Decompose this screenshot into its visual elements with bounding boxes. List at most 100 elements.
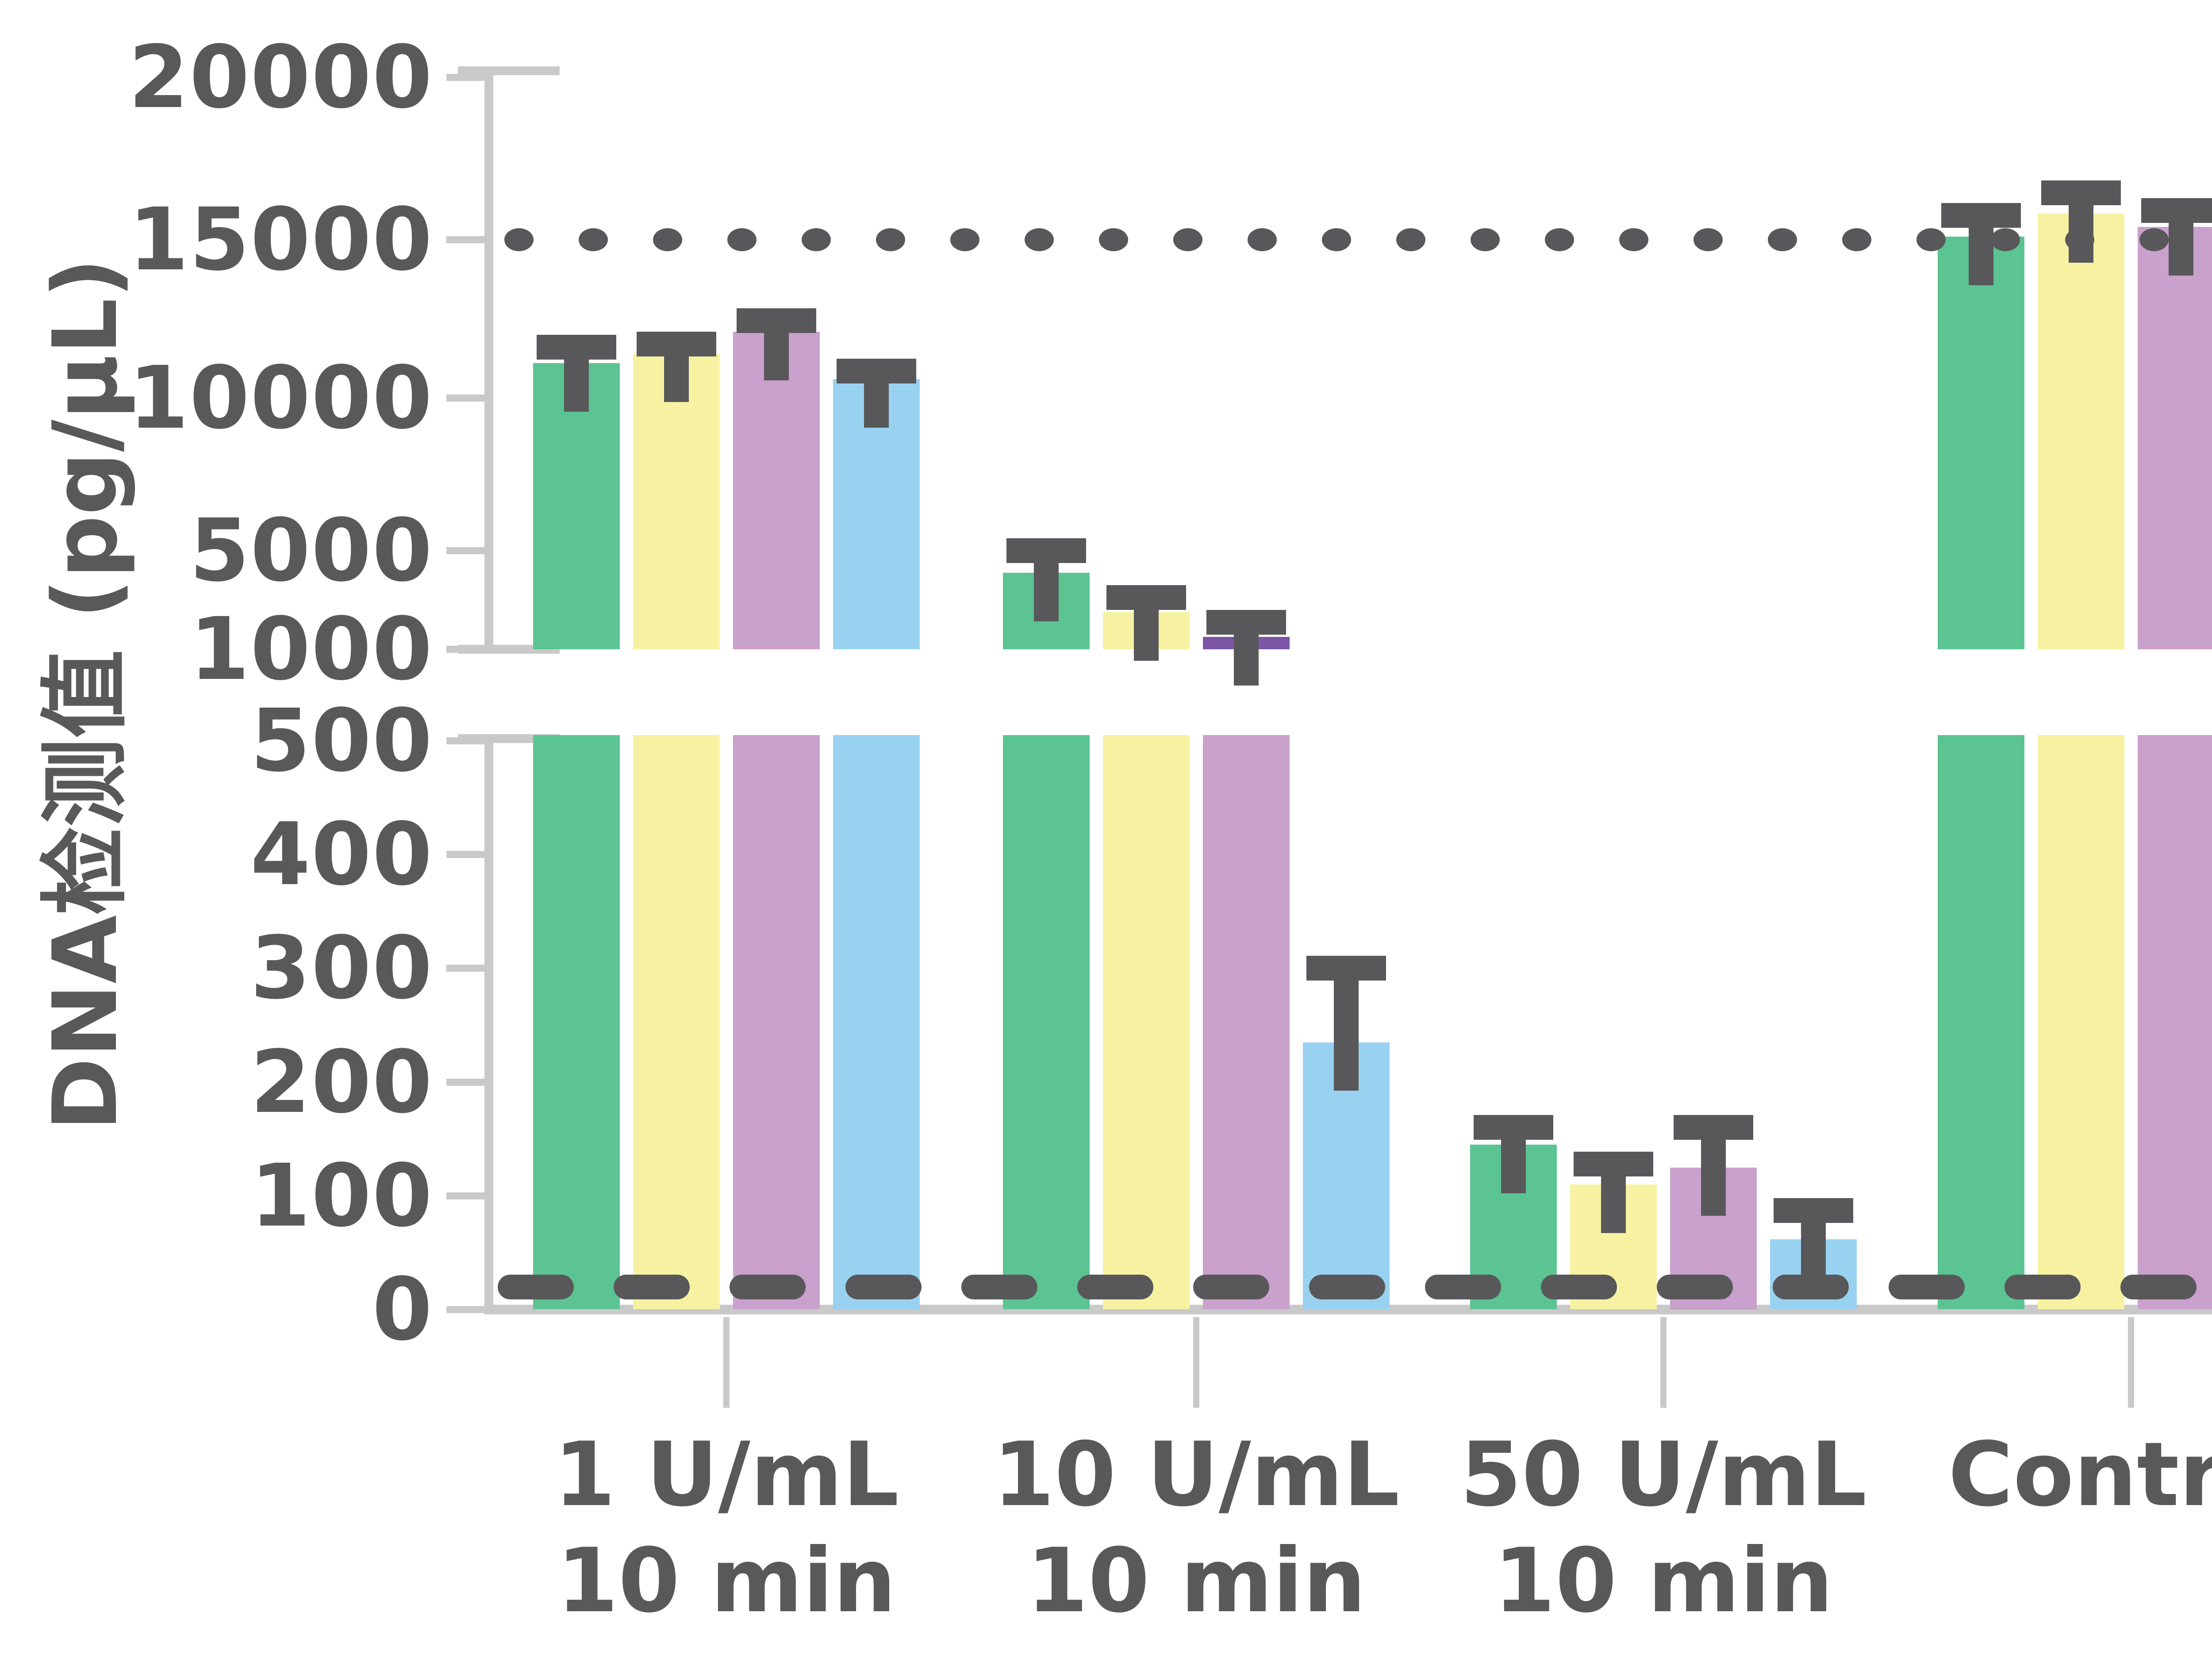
dashed-reference-dash: [730, 1275, 806, 1299]
dashed-reference-dash: [1657, 1275, 1733, 1299]
y-tick-label: 400: [250, 804, 433, 904]
x-tick: [723, 1317, 730, 1408]
y-tick-label: 500: [250, 690, 433, 791]
y-tick-label: 10000: [128, 348, 433, 448]
dotted-reference-dot: [950, 228, 979, 251]
dotted-reference-dot: [1545, 228, 1574, 251]
bar-segment-bottom: [1103, 735, 1190, 1309]
y-tick-label: 1000: [189, 599, 433, 699]
dotted-reference-dot: [2065, 228, 2094, 251]
x-category-label-line2: 10 min: [1026, 1529, 1366, 1632]
dotted-reference-dot: [1322, 228, 1351, 251]
error-bar-cap: [2141, 198, 2212, 223]
y-tick: [446, 1192, 484, 1199]
x-category-label-line1: 10 U/mL: [993, 1423, 1400, 1526]
y-tick: [446, 547, 484, 554]
bar-segment-bottom: [733, 735, 820, 1309]
y-tick: [446, 1306, 484, 1313]
y-axis-spine-top: [484, 66, 493, 654]
bar-segment-bottom: [533, 735, 620, 1309]
y-tick: [446, 965, 484, 972]
dotted-reference-dot: [1396, 228, 1425, 251]
bar-segment-bottom: [2138, 735, 2212, 1309]
dashed-reference-dash: [1773, 1275, 1849, 1299]
error-bar-cap: [737, 308, 816, 333]
y-axis-spine-bottom: [484, 739, 493, 1310]
y-tick-label: 300: [250, 918, 433, 1018]
error-bar-cap: [1774, 1198, 1853, 1223]
dashed-reference-dash: [1425, 1275, 1501, 1299]
dotted-reference-dot: [1099, 228, 1128, 251]
y-tick-label: 100: [250, 1145, 433, 1246]
bar-segment-top: [733, 332, 820, 649]
y-tick-label: 15000: [128, 189, 433, 290]
y-tick: [446, 236, 484, 243]
error-bar-cap: [537, 335, 616, 360]
y-tick: [446, 851, 484, 858]
error-bar-cap: [1941, 203, 2021, 228]
dashed-reference-dash: [614, 1275, 690, 1299]
x-tick: [1660, 1317, 1667, 1408]
error-bar-cap: [1206, 610, 1286, 635]
dotted-reference-dot: [1619, 228, 1648, 251]
error-bar-stem: [1701, 1127, 1726, 1216]
bar-segment-bottom: [1938, 735, 2024, 1309]
x-category-label-line1: 50 U/mL: [1460, 1423, 1867, 1526]
error-bar-cap: [1106, 585, 1186, 610]
dotted-reference-dot: [1916, 228, 1946, 251]
dotted-reference-dot: [802, 228, 831, 251]
y-tick-label: 20000: [128, 27, 433, 127]
y-tick: [446, 1079, 484, 1086]
error-bar-cap: [837, 359, 916, 383]
y-tick: [446, 646, 484, 653]
x-category-label-line1: 1 U/mL: [553, 1423, 899, 1526]
bar-segment-top: [1938, 237, 2024, 649]
dashed-reference-dash: [1889, 1275, 1965, 1299]
dotted-reference-dot: [504, 228, 534, 251]
dashed-reference-dash: [1541, 1275, 1617, 1299]
dashed-reference-dash: [2120, 1275, 2197, 1299]
bar-segment-top: [633, 354, 720, 649]
error-bar-cap: [1474, 1115, 1553, 1140]
error-bar-cap: [637, 332, 716, 356]
x-category-label-line1: Control: [1948, 1423, 2212, 1526]
dotted-reference-dot: [1694, 228, 1723, 251]
dashed-reference-dash: [1193, 1275, 1269, 1299]
x-tick: [2128, 1317, 2134, 1408]
dotted-reference-dot: [1025, 228, 1054, 251]
dotted-reference-dot: [1991, 228, 2020, 251]
bar-segment-bottom: [633, 735, 720, 1309]
dashed-reference-dash: [961, 1275, 1037, 1299]
dotted-reference-dot: [1173, 228, 1202, 251]
dotted-reference-dot: [2139, 228, 2169, 251]
dotted-reference-dot: [579, 228, 608, 251]
error-bar-cap: [1006, 538, 1086, 563]
dotted-reference-dot: [1842, 228, 1871, 251]
bar-segment-top: [2138, 227, 2212, 649]
error-bar-cap: [1574, 1152, 1653, 1176]
bar-segment-bottom: [833, 735, 920, 1309]
dotted-reference-dot: [727, 228, 757, 251]
dashed-reference-dash: [845, 1275, 922, 1299]
y-tick: [446, 737, 484, 744]
x-tick: [1193, 1317, 1199, 1408]
dashed-reference-dash: [1309, 1275, 1385, 1299]
bar-segment-top: [2038, 214, 2124, 649]
x-category-label-line2: 10 min: [1494, 1529, 1833, 1632]
x-category-label-line2: 10 min: [557, 1529, 896, 1632]
dotted-reference-dot: [653, 228, 682, 251]
y-tick-label: 200: [250, 1032, 433, 1132]
y-tick-label: 0: [372, 1259, 433, 1360]
dashed-reference-dash: [2005, 1275, 2081, 1299]
y-tick: [446, 395, 484, 402]
error-bar-stem: [1334, 968, 1359, 1091]
bar-segment-bottom: [2038, 735, 2124, 1309]
dashed-reference-dash: [498, 1275, 574, 1299]
y-tick-label: 5000: [189, 500, 433, 601]
dotted-reference-dot: [1248, 228, 1277, 251]
dashed-reference-dash: [1077, 1275, 1153, 1299]
axis-break-cap: [458, 66, 560, 75]
y-tick: [446, 74, 484, 81]
